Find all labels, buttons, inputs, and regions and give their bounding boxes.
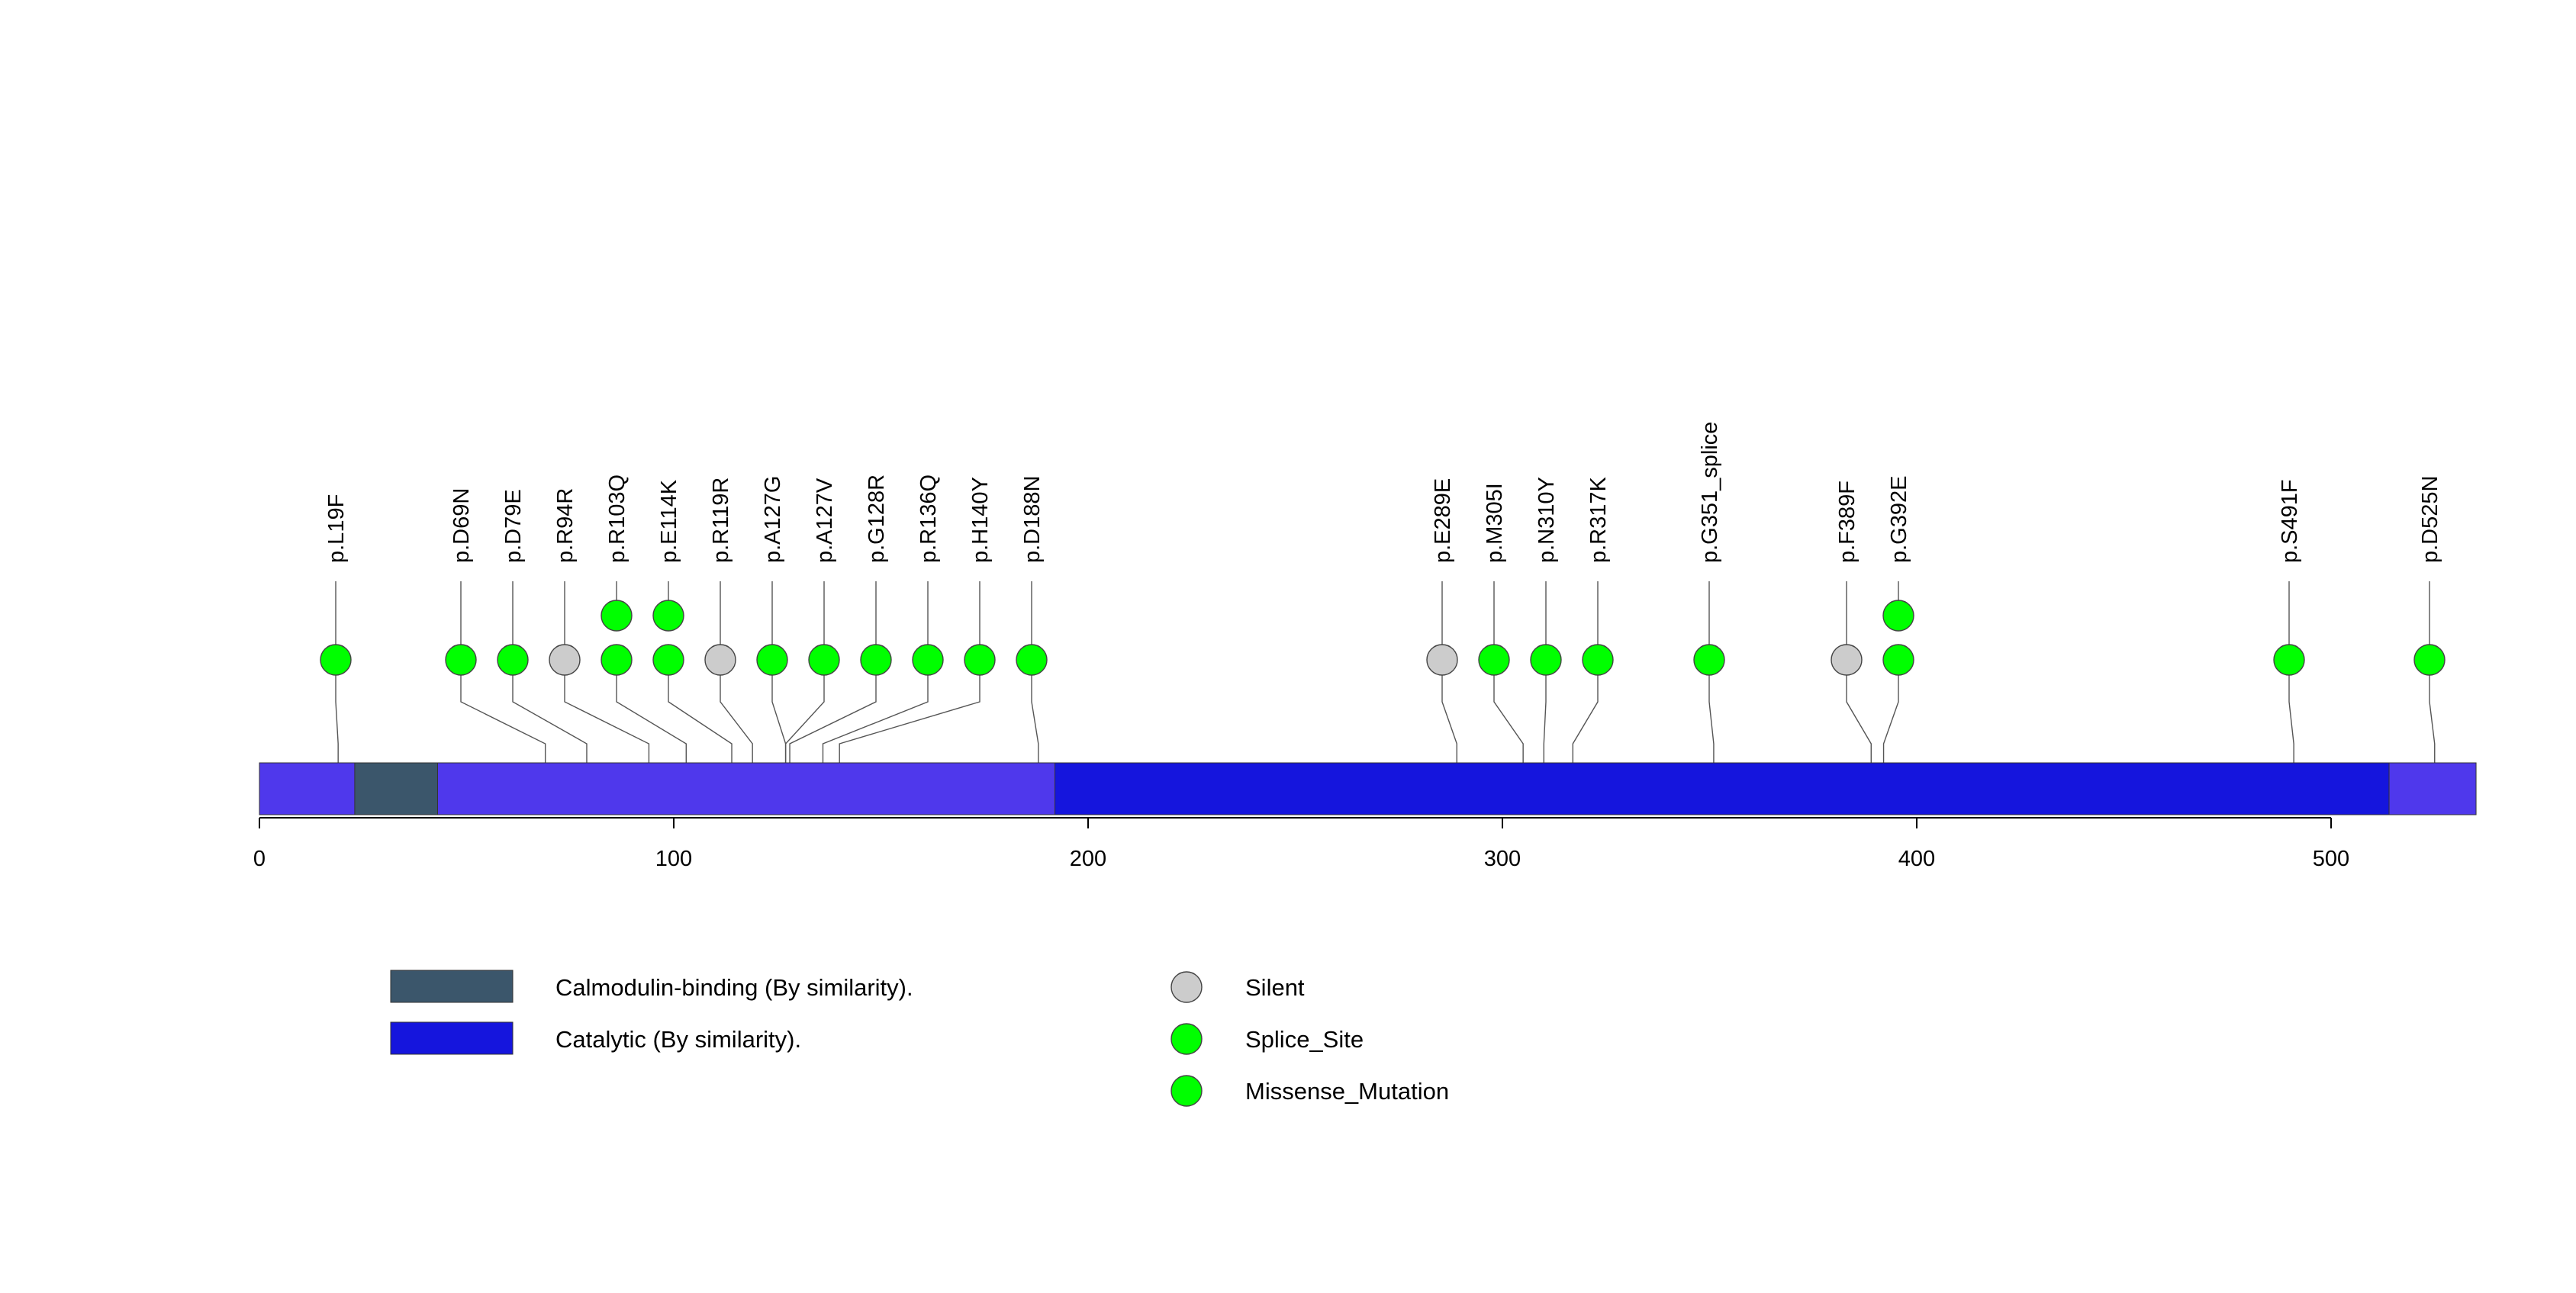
mutation-point-p-d69n [445,644,477,676]
mutation-point-p-r136q [912,644,944,676]
mutation-point-p-d79e [497,644,529,676]
mutation-point-p-r103q [601,644,633,676]
axis-tick-label-300: 300 [1484,847,1521,871]
legend-marker-splice-site [1170,1023,1203,1055]
mutation-point-p-a127g [756,644,788,676]
mutation-label-p-d188n: p.D188N [1020,476,1045,563]
domain-calmodulin-binding [354,762,438,815]
mutation-label-p-r103q: p.R103Q [605,474,630,563]
mutation-point-p-d525n [2413,644,2446,676]
legend: Calmodulin-binding (By similarity). Catal… [390,970,1449,1107]
mutation-point-p-e114k [652,600,684,632]
axis-tick-label-500: 500 [2313,847,2349,871]
mutation-label-p-g392e: p.G392E [1887,476,1911,563]
mutation-label-p-d525n: p.D525N [2418,476,2442,563]
mutation-point-p-r317k [1582,644,1614,676]
mutation-point-p-f389f [1831,644,1863,676]
axis-tick-label-400: 400 [1898,847,1935,871]
legend-label-silent: Silent [1245,974,1305,1001]
mutation-point-p-m305i [1478,644,1510,676]
mutation-point-p-r119r [704,644,736,676]
legend-label-splice-site: Splice_Site [1245,1026,1364,1053]
mutation-point-p-r94r [549,644,581,676]
mutation-label-p-l19f: p.L19F [324,494,349,563]
mutation-point-p-r103q [601,600,633,632]
mutation-label-p-h140y: p.H140Y [968,477,993,563]
mutation-point-p-g128r [860,644,892,676]
mutation-label-p-d69n: p.D69N [449,488,474,563]
domain-catalytic [1055,762,2390,815]
mutation-point-p-g351-splice [1693,644,1725,676]
mutation-point-p-e114k [652,644,684,676]
mutation-label-p-a127g: p.A127G [761,476,785,563]
mutation-label-p-n310y: p.N310Y [1534,477,1559,563]
mutation-label-p-r317k: p.R317K [1586,476,1611,563]
protein-track [259,762,2477,815]
legend-swatch-calmodulin-binding [390,970,514,1003]
position-axis: 0 100 200 300 400 500 [253,817,2349,871]
mutation-labels: p.L19F p.D69N p.D79E p.R94R p.R103Q p.E114K p.… [324,422,2442,563]
axis-tick-label-200: 200 [1070,847,1106,871]
mutation-label-p-m305i: p.M305I [1483,483,1507,563]
mutation-point-p-l19f [320,644,352,676]
mutation-point-p-s491f [2273,644,2305,676]
mutation-point-p-h140y [964,644,996,676]
mutation-label-p-e289e: p.E289E [1431,478,1455,563]
legend-marker-missense-mutation [1170,1075,1203,1107]
mutation-point-p-e289e [1426,644,1458,676]
legend-label-missense-mutation: Missense_Mutation [1245,1078,1449,1105]
mutation-label-p-f389f: p.F389F [1835,481,1860,563]
legend-swatch-catalytic [390,1021,514,1055]
axis-tick-label-0: 0 [253,847,266,871]
mutation-label-p-d79e: p.D79E [501,489,526,563]
legend-label-catalytic: Catalytic (By similarity). [555,1026,801,1053]
mutation-point-p-g392e [1882,600,1914,632]
mutation-label-p-r136q: p.R136Q [916,474,941,563]
axis-tick-label-100: 100 [655,847,692,871]
mutation-label-p-s491f: p.S491F [2278,479,2302,563]
mutation-label-p-r94r: p.R94R [553,488,578,563]
mutation-point-p-d188n [1016,644,1048,676]
mutation-point-p-g392e [1882,644,1914,676]
mutation-label-p-r119r: p.R119R [709,478,733,563]
legend-marker-silent [1170,971,1203,1003]
mutation-label-p-e114k: p.E114K [657,479,681,563]
mutation-label-p-g128r: p.G128R [865,474,889,563]
mutation-stems [320,581,2446,676]
legend-label-calmodulin-binding: Calmodulin-binding (By similarity). [555,974,913,1001]
mutation-point-p-n310y [1530,644,1562,676]
mutation-label-p-a127v: p.A127V [813,478,837,563]
mutation-point-p-a127v [808,644,840,676]
mutation-label-p-g351-splice: p.G351_splice [1698,422,1722,563]
